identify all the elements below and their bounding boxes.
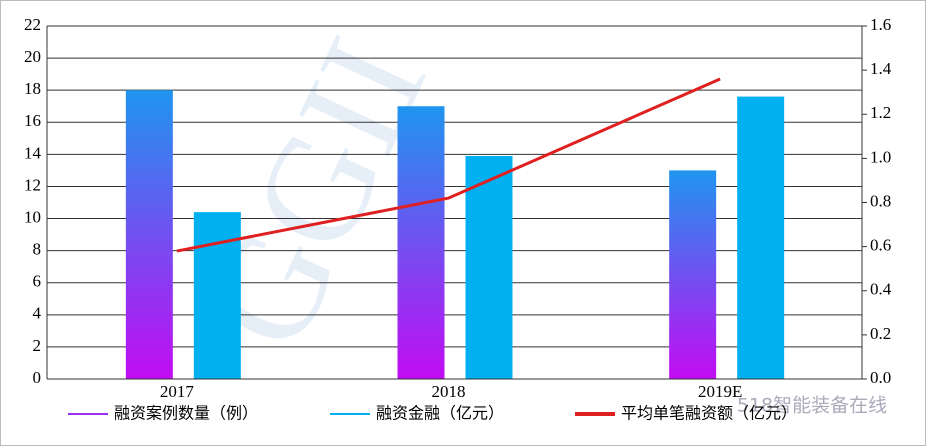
bar <box>193 212 241 379</box>
y-tick-label: 16 <box>24 111 41 130</box>
y2-tick-label: 0.4 <box>870 280 892 299</box>
y2-tick-label: 0.8 <box>870 191 891 210</box>
y-tick-label: 6 <box>33 272 42 291</box>
x-tick-label: 2018 <box>432 382 466 401</box>
bar <box>397 106 445 380</box>
x-tick-label: 2017 <box>160 382 195 401</box>
y-tick-label: 4 <box>33 304 42 323</box>
legend-label: 融资金融（亿元） <box>376 404 504 423</box>
y-tick-label: 20 <box>24 47 41 66</box>
y-tick-label: 10 <box>24 207 41 226</box>
y-tick-label: 14 <box>24 143 42 162</box>
y-tick-label: 22 <box>24 15 41 34</box>
bar <box>669 170 717 379</box>
y-tick-label: 2 <box>33 336 42 355</box>
y-tick-label: 12 <box>24 175 41 194</box>
legend-label: 融资案例数量（例） <box>114 404 258 423</box>
line-series <box>176 77 721 253</box>
x-tick-label: 2019E <box>698 382 742 401</box>
watermark-text: 518智能装备在线 <box>737 395 887 417</box>
y2-tick-label: 0.2 <box>870 324 891 343</box>
bar <box>737 96 785 379</box>
y-tick-label: 18 <box>24 79 41 98</box>
y-tick-label: 8 <box>33 240 42 259</box>
y2-tick-label: 0.0 <box>870 368 891 387</box>
y-tick-label: 0 <box>33 368 42 387</box>
y2-tick-label: 1.4 <box>870 59 892 78</box>
bar <box>125 90 173 379</box>
y2-tick-label: 1.6 <box>870 15 891 34</box>
y2-tick-label: 0.6 <box>870 236 891 255</box>
y2-tick-label: 1.2 <box>870 103 891 122</box>
y2-tick-label: 1.0 <box>870 147 891 166</box>
bar <box>465 155 513 379</box>
legend-label: 平均单笔融资额（亿元） <box>621 404 797 423</box>
